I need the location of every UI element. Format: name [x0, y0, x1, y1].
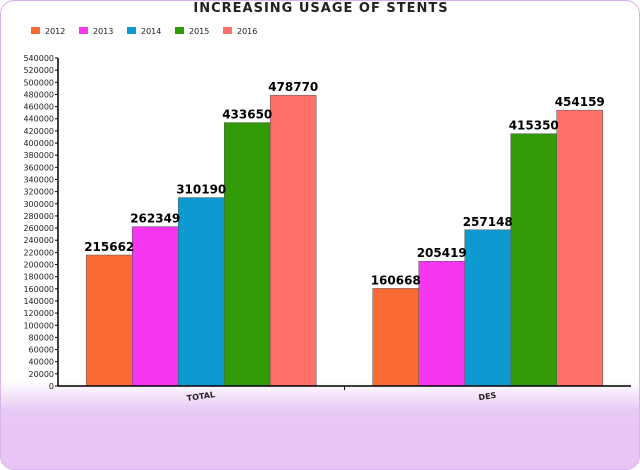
y-tick-label: 340000	[23, 175, 54, 184]
y-tick-label: 440000	[23, 115, 54, 124]
chart-title: INCREASING USAGE OF STENTS	[193, 1, 448, 16]
legend-label-2013: 2013	[93, 27, 113, 36]
data-label-total-2012: 215662	[84, 240, 134, 254]
legend-swatch-2015	[175, 27, 184, 34]
bar-des-2012	[372, 288, 419, 387]
data-label-total-2013: 262349	[130, 212, 180, 226]
legend-swatch-2016	[223, 27, 232, 34]
y-tick-label: 100000	[23, 321, 54, 330]
y-tick-label: 160000	[23, 285, 54, 294]
x-category-label-total: TOTAL	[186, 390, 215, 403]
x-category-label-des: DES	[478, 391, 497, 402]
y-tick-label: 80000	[29, 333, 54, 342]
y-tick-label: 480000	[23, 90, 54, 99]
bar-total-2013	[132, 226, 179, 387]
bar-total-2016	[270, 94, 317, 387]
legend-label-2014: 2014	[141, 27, 161, 36]
data-label-des-2012: 160668	[371, 273, 421, 287]
y-tick-label: 320000	[23, 188, 54, 197]
data-label-total-2014: 310190	[176, 183, 226, 197]
bar-total-2012	[86, 254, 133, 387]
data-label-des-2015: 415350	[509, 119, 559, 133]
y-tick-label: 220000	[23, 248, 54, 257]
bar-total-2015	[224, 122, 271, 387]
data-label-des-2014: 257148	[463, 215, 513, 229]
y-tick-label: 240000	[23, 236, 54, 245]
y-tick-label: 120000	[23, 309, 54, 318]
y-tick-label: 60000	[29, 346, 54, 355]
y-tick-label: 360000	[23, 163, 54, 172]
legend: 2012 2013 2014 2015 2016	[31, 27, 257, 36]
data-label-des-2013: 205419	[417, 246, 467, 260]
legend-label-2015: 2015	[189, 27, 209, 36]
bars-group	[86, 94, 603, 387]
data-label-des-2016: 454159	[555, 95, 605, 109]
legend-swatch-2013	[79, 27, 88, 34]
y-tick-label: 40000	[29, 358, 54, 367]
data-label-total-2015: 433650	[222, 108, 272, 122]
legend-label-2016: 2016	[237, 27, 257, 36]
y-axis: 0 20000 40000 60000 80000 100000 120000 140000 1…	[23, 54, 59, 391]
bar-des-2016	[556, 109, 603, 387]
y-tick-label: 200000	[23, 261, 54, 270]
y-tick-label: 460000	[23, 103, 54, 112]
x-axis: TOTAL DES	[58, 385, 631, 403]
y-tick-label: 520000	[23, 66, 54, 75]
y-tick-label: 420000	[23, 127, 54, 136]
y-tick-label: 20000	[29, 370, 54, 379]
y-tick-label: 140000	[23, 297, 54, 306]
y-tick-label: 280000	[23, 212, 54, 221]
y-tick-label: 180000	[23, 273, 54, 282]
data-label-total-2016: 478770	[268, 80, 318, 94]
y-tick-label: 380000	[23, 151, 54, 160]
y-tick-label: 0	[49, 382, 54, 391]
data-labels: 215662 262349 310190 433650 478770 160668 2054…	[84, 80, 605, 287]
bar-des-2014	[464, 229, 511, 387]
legend-swatch-2014	[127, 27, 136, 34]
y-tick-label: 300000	[23, 200, 54, 209]
y-tick-label: 260000	[23, 224, 54, 233]
legend-swatch-2012	[31, 27, 40, 34]
legend-label-2012: 2012	[45, 27, 65, 36]
y-tick-label: 400000	[23, 139, 54, 148]
y-tick-label: 540000	[23, 54, 54, 63]
bar-des-2015	[510, 133, 557, 387]
y-tick-label: 500000	[23, 78, 54, 87]
bar-des-2013	[418, 260, 465, 387]
bar-total-2014	[178, 197, 225, 387]
